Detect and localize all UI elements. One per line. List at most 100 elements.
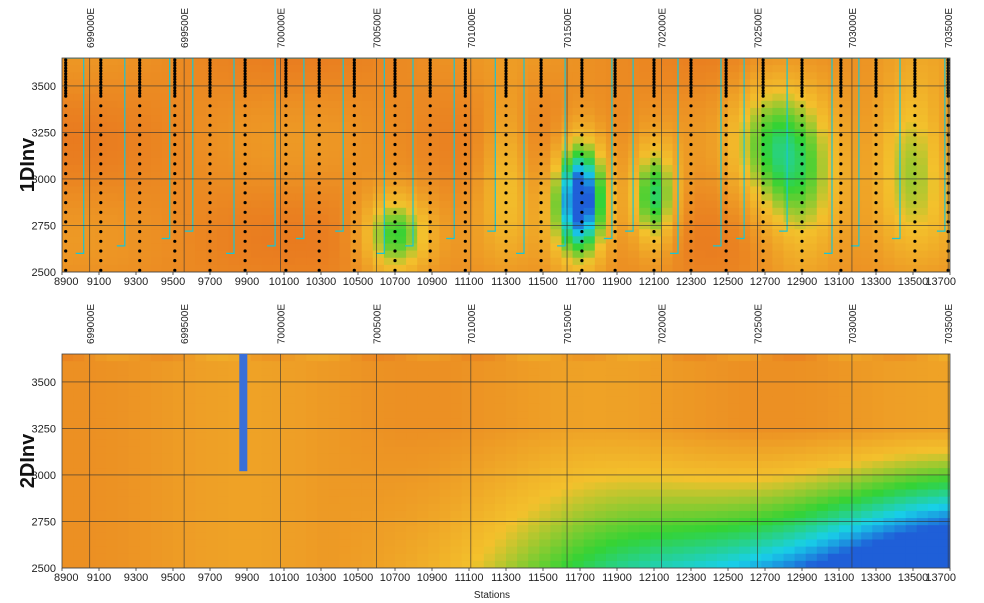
heatmap-cell <box>583 532 596 541</box>
heatmap-cell <box>250 532 263 541</box>
heatmap-cell <box>339 58 352 66</box>
heatmap-cell <box>650 236 662 245</box>
heatmap-cell <box>794 193 807 202</box>
heatmap-cell <box>328 129 341 138</box>
heatmap-cell <box>173 264 185 272</box>
heatmap-cell <box>406 518 418 526</box>
sounding-point <box>613 191 617 195</box>
heatmap-cell <box>639 496 651 505</box>
heatmap-cell <box>306 207 318 216</box>
heatmap-cell <box>716 200 729 209</box>
heatmap-cell <box>295 58 307 66</box>
sounding-point <box>138 77 142 81</box>
sounding-point <box>243 94 247 98</box>
sounding-point <box>504 172 508 176</box>
heatmap-cell <box>73 503 85 512</box>
sounding-point <box>800 89 804 93</box>
heatmap-cell <box>250 115 263 123</box>
sounding-point <box>284 249 288 253</box>
heatmap-cell <box>439 482 452 491</box>
heatmap-cell <box>250 93 263 102</box>
heatmap-cell <box>117 560 130 568</box>
heatmap-cell <box>295 129 307 138</box>
sounding-point <box>613 259 617 263</box>
heatmap-cell <box>339 461 352 469</box>
heatmap-cell <box>783 186 796 195</box>
heatmap-cell <box>683 207 696 216</box>
heatmap-cell <box>73 482 85 491</box>
heatmap-cell <box>672 425 685 434</box>
heatmap-cell <box>794 93 807 102</box>
heatmap-cell <box>261 115 274 123</box>
heatmap-cell <box>883 100 896 109</box>
sounding-point <box>689 123 693 127</box>
sounding-point <box>99 86 103 90</box>
heatmap-cell <box>661 172 674 180</box>
heatmap-cell <box>450 453 463 462</box>
heatmap-cell <box>73 100 85 109</box>
heatmap-cell <box>261 432 274 441</box>
heatmap-cell <box>506 432 518 441</box>
sounding-point <box>284 80 288 84</box>
heatmap-cell <box>295 65 307 73</box>
sounding-point <box>839 104 843 108</box>
heatmap-cell <box>472 72 485 80</box>
heatmap-cell <box>139 257 152 266</box>
heatmap-cell <box>395 65 407 73</box>
heatmap-cell <box>184 382 196 391</box>
heatmap-cell <box>816 222 829 230</box>
heatmap-cell <box>506 446 518 455</box>
heatmap-cell <box>173 229 185 237</box>
heatmap-cell <box>461 389 474 398</box>
heatmap-cell <box>206 93 218 102</box>
heatmap-cell <box>506 165 518 173</box>
heatmap-cell <box>295 136 307 145</box>
heatmap-cell <box>272 396 285 405</box>
sounding-point <box>243 268 247 272</box>
heatmap-cell <box>583 510 596 519</box>
heatmap-cell <box>195 553 207 562</box>
sounding-point <box>613 80 617 84</box>
sounding-point <box>613 89 617 93</box>
heatmap-cell <box>206 510 218 519</box>
heatmap-cell <box>139 236 152 245</box>
heatmap-cell <box>139 93 152 102</box>
heatmap-cell <box>217 236 230 245</box>
heatmap-cell <box>661 214 674 223</box>
heatmap-cell <box>295 79 307 88</box>
sounding-point <box>689 172 693 176</box>
heatmap-cell <box>639 546 651 555</box>
heatmap-cell <box>661 58 674 66</box>
heatmap-cell <box>361 129 374 138</box>
heatmap-cell <box>272 72 285 80</box>
sounding-point <box>539 66 543 70</box>
resistivity-curve <box>914 58 946 232</box>
heatmap-cell <box>195 172 207 180</box>
heatmap-cell <box>783 115 796 123</box>
sounding-point <box>208 61 212 65</box>
heatmap-cell <box>95 214 107 223</box>
heatmap-cell <box>439 236 452 245</box>
heatmap-cell <box>206 86 218 95</box>
heatmap-cell <box>439 546 452 555</box>
heatmap-cell <box>195 72 207 80</box>
heatmap-cell <box>284 107 296 116</box>
heatmap-cell <box>439 214 452 223</box>
sounding-point <box>539 104 543 108</box>
heatmap-cell <box>539 157 551 166</box>
heatmap-cell <box>428 354 440 362</box>
heatmap-cell <box>594 425 607 434</box>
sounding-point <box>839 201 843 205</box>
sounding-point <box>504 91 508 95</box>
sounding-point <box>317 69 321 73</box>
heatmap-cell <box>605 361 618 369</box>
heatmap-cell <box>850 250 862 259</box>
heatmap-cell <box>406 389 418 398</box>
heatmap-cell <box>317 411 329 419</box>
heatmap-cell <box>317 461 329 469</box>
heatmap-cell <box>850 100 862 109</box>
heatmap-cell <box>450 475 463 483</box>
heatmap-cell <box>106 115 119 123</box>
heatmap-cell <box>672 510 685 519</box>
sounding-point <box>839 239 843 243</box>
